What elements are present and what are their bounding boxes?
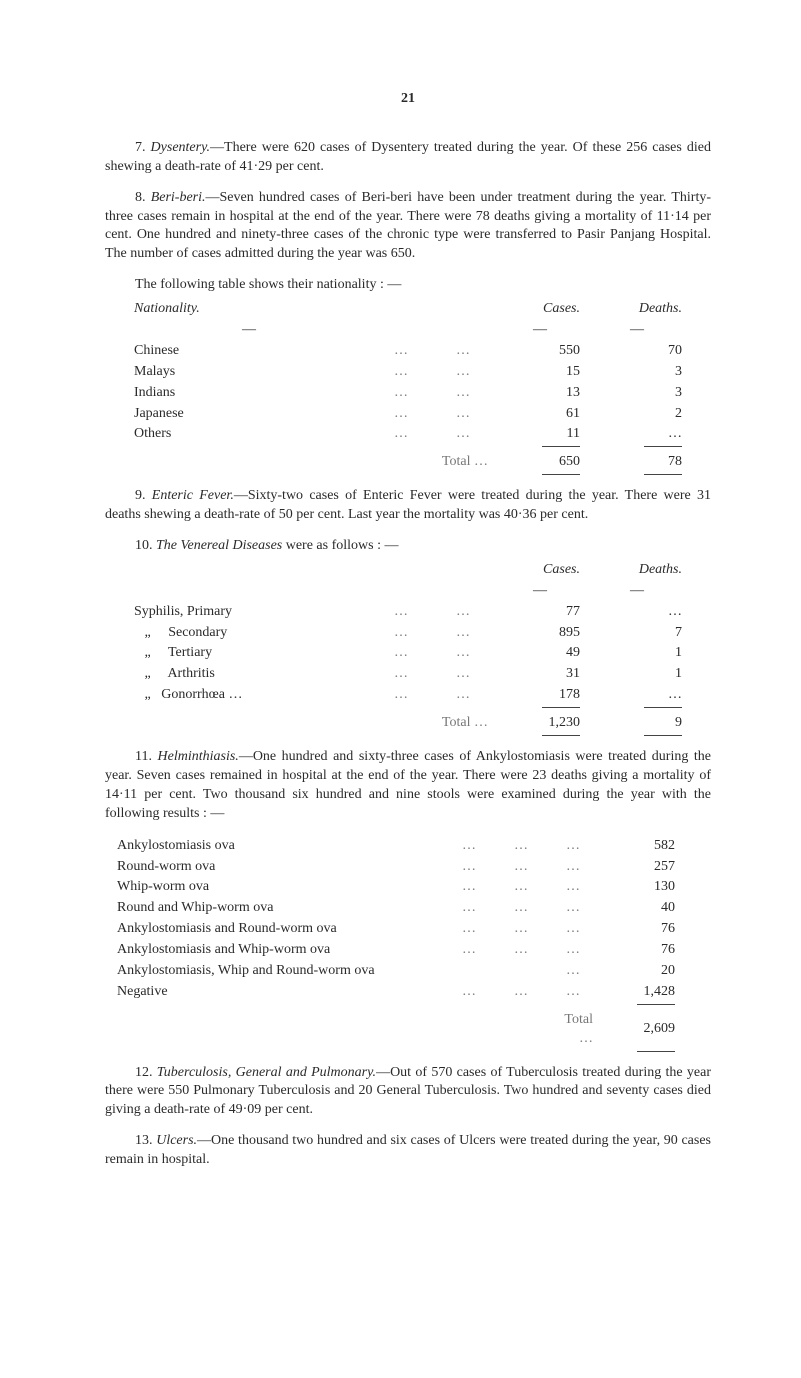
rule: [542, 707, 580, 709]
table-row: Japanese……612: [128, 404, 688, 425]
rule: [637, 1004, 675, 1006]
table-row: Others……11…: [128, 424, 688, 445]
table-row: Round-worm ova………257: [111, 857, 681, 878]
rule: [644, 474, 682, 476]
para-13: 13. Ulcers.—One thousand two hundred and…: [105, 1132, 711, 1170]
title-13: Ulcers.: [156, 1133, 197, 1148]
para-8: 8. Beri-beri.—Seven hundred cases of Ber…: [105, 189, 711, 265]
para-9: 9. Enteric Fever.—Sixty-two cases of Ent…: [105, 487, 711, 525]
para-10: 10. The Venereal Diseases were as follow…: [105, 537, 711, 556]
venereal-table: Cases. Deaths. —— Syphilis, Primary……77……: [128, 560, 688, 738]
stools-table: Ankylostomiasis ova………582 Round-worm ova…: [111, 836, 681, 1054]
rule: [542, 735, 580, 737]
table-row: „ Gonorrhœa ………178…: [128, 685, 688, 706]
total-row: Total …1,2309: [128, 710, 688, 734]
lead-11: 11.: [135, 749, 152, 764]
page-number: 21: [105, 90, 711, 109]
rule: [644, 707, 682, 709]
table-row: Negative………1,428: [111, 982, 681, 1003]
table-row: Syphilis, Primary……77…: [128, 602, 688, 623]
lead-12: 12.: [135, 1065, 153, 1080]
para-11: 11. Helminthiasis.—One hundred and sixty…: [105, 748, 711, 824]
title-11: Helminthiasis.: [158, 749, 239, 764]
lead-8: 8.: [135, 190, 146, 205]
rule: [542, 474, 580, 476]
rule: [644, 735, 682, 737]
hdr-deaths: Deaths.: [586, 299, 688, 320]
table-row: Ankylostomiasis and Round-worm ova………76: [111, 919, 681, 940]
para-12: 12. Tuberculosis, General and Pulmonary.…: [105, 1064, 711, 1121]
table-row: Ankylostomiasis and Whip-worm ova………76: [111, 940, 681, 961]
title-7: Dysentery.: [151, 140, 210, 155]
rule: [644, 446, 682, 448]
table-row: Malays……153: [128, 362, 688, 383]
table-row: Whip-worm ova………130: [111, 877, 681, 898]
title-9: Enteric Fever.: [152, 488, 234, 503]
title-10: The Venereal Diseases: [156, 538, 282, 553]
title-12: Tuberculosis, General and Pulmonary.: [157, 1065, 376, 1080]
table-row: Round and Whip-worm ova………40: [111, 898, 681, 919]
title-8: Beri-beri.: [151, 190, 206, 205]
table-row: „ Tertiary……491: [128, 643, 688, 664]
total-row: Total …2,609: [111, 1007, 681, 1050]
lead-9: 9.: [135, 488, 146, 503]
rule: [542, 446, 580, 448]
rule: [637, 1051, 675, 1053]
para-7: 7. Dysentery.—There were 620 cases of Dy…: [105, 139, 711, 177]
table-row: Chinese……55070: [128, 341, 688, 362]
table-row: Indians……133: [128, 383, 688, 404]
tail-10: were as follows : —: [282, 538, 398, 553]
total-row: Total …65078: [128, 449, 688, 473]
lead-7: 7.: [135, 140, 146, 155]
table-row: Ankylostomiasis ova………582: [111, 836, 681, 857]
following-1: The following table shows their national…: [105, 276, 711, 295]
hdr-cases: Cases.: [494, 299, 586, 320]
hdr-nationality: Nationality.: [128, 299, 370, 320]
table-row: Ankylostomiasis, Whip and Round-worm ova…: [111, 961, 681, 982]
hdr-deaths-b: Deaths.: [586, 560, 688, 581]
table-row: „ Arthritis……311: [128, 664, 688, 685]
page: 21 7. Dysentery.—There were 620 cases of…: [0, 0, 801, 1378]
table-row: „ Secondary……8957: [128, 623, 688, 644]
lead-13: 13.: [135, 1133, 153, 1148]
nationality-table: Nationality. Cases. Deaths. — — — Chines…: [128, 299, 688, 477]
lead-10: 10.: [135, 538, 153, 553]
hdr-cases-b: Cases.: [494, 560, 586, 581]
